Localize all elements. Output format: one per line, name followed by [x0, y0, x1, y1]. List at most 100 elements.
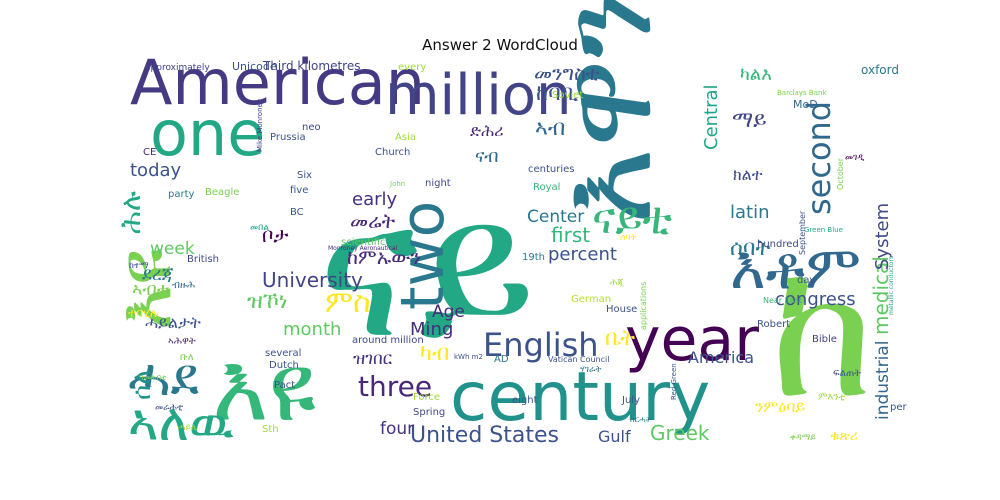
- word: ኣለዉ: [128, 393, 234, 453]
- word: ክልተ: [733, 165, 763, 184]
- word: ዝገበር: [353, 349, 393, 369]
- word: Barclays Bank: [777, 89, 827, 97]
- word: America: [688, 348, 754, 367]
- word: ቡለ: [180, 352, 194, 363]
- word: AD: [494, 354, 509, 365]
- word: Robert: [757, 319, 790, 330]
- word: million: [385, 63, 572, 128]
- word: industrial: [873, 341, 893, 420]
- word: ናይ: [318, 159, 536, 380]
- word: መራሕቲ: [155, 403, 183, 413]
- word: ኣብቲ: [132, 279, 169, 300]
- word: BC: [290, 207, 304, 218]
- word: around million: [352, 335, 424, 346]
- word: ኣሕዋት: [168, 336, 196, 347]
- word: ሰለ: [127, 370, 157, 401]
- word: ሓደ: [128, 348, 199, 408]
- word: Asia: [395, 132, 416, 143]
- word: ናይቲ: [592, 193, 672, 244]
- word: ከምኡውን: [347, 245, 421, 269]
- word: Soviet: [552, 90, 583, 101]
- word: applications: [639, 282, 648, 330]
- word: five: [290, 185, 308, 196]
- word: ኣብቲ: [150, 373, 167, 382]
- word: ምእንቲ: [818, 392, 846, 403]
- word: oxford: [861, 63, 899, 77]
- word: Age: [432, 302, 465, 322]
- word: Near East: [763, 296, 802, 305]
- word: እዩ: [100, 248, 188, 330]
- word: Center: [527, 207, 584, 227]
- word: ቦታ: [262, 223, 288, 247]
- word: እዋን: [529, 0, 681, 225]
- word: 19th: [522, 252, 545, 263]
- word: ድሕሪ: [470, 121, 504, 140]
- word: percent: [548, 244, 617, 265]
- word: House: [606, 304, 637, 315]
- word: Sth: [262, 424, 279, 435]
- word: ሰባት: [730, 236, 771, 261]
- word: መገዲ: [845, 153, 865, 163]
- word: MoD: [793, 98, 818, 111]
- word: Central: [701, 84, 722, 150]
- word: ሃገራት: [580, 365, 602, 375]
- word: first: [551, 223, 590, 247]
- word: German: [571, 294, 611, 305]
- word: English: [483, 326, 599, 364]
- word: ፍልጠት: [833, 368, 861, 379]
- word: Prussia: [270, 132, 306, 143]
- word: Beagle: [205, 187, 239, 198]
- word: ከተማ: [129, 261, 149, 271]
- word: Monroney Aeronautical: [328, 245, 398, 252]
- word: Unicode: [232, 60, 277, 73]
- word: three: [358, 370, 432, 403]
- word: scientific: [341, 237, 385, 248]
- word: medical: [869, 256, 893, 335]
- word: ካብ: [420, 341, 449, 366]
- word: century: [450, 358, 710, 437]
- word: Mike Monroney: [256, 99, 264, 152]
- word: centuries: [528, 164, 575, 175]
- word: several: [265, 348, 301, 359]
- word: ከባቢ: [536, 81, 579, 106]
- word: Third kilometres: [262, 59, 360, 73]
- word: ቤት: [605, 326, 635, 351]
- word: second: [800, 101, 838, 215]
- word: CE: [143, 147, 156, 158]
- word: Spring: [413, 407, 445, 418]
- word: ስርሓት: [630, 415, 652, 424]
- word: July: [621, 395, 640, 406]
- word: ብዙሕ: [172, 280, 195, 291]
- word: መበል: [250, 223, 269, 233]
- word: day: [797, 275, 815, 286]
- word: ማይ: [732, 108, 767, 133]
- word: United States: [410, 423, 559, 448]
- word: four: [380, 419, 414, 439]
- word: ቁጽሪ: [830, 428, 858, 444]
- word: British: [187, 254, 219, 265]
- word: Six: [297, 170, 312, 181]
- word: University: [262, 268, 363, 292]
- word: John: [389, 180, 405, 188]
- word: early: [352, 189, 398, 210]
- word: week: [150, 239, 195, 259]
- word: ቀዳማይ: [790, 433, 816, 443]
- word: Vatican Council: [548, 355, 610, 364]
- word: እዩ: [212, 333, 316, 443]
- word: መንግስቲ: [534, 61, 600, 85]
- word: neo: [302, 122, 321, 133]
- word: Pact: [274, 380, 295, 391]
- word: ሕጂ: [610, 278, 624, 288]
- word: ሕሉ: [114, 191, 147, 234]
- word: latin: [730, 202, 770, 223]
- word: ተባሂሉ: [128, 306, 159, 320]
- word: መሬት: [350, 209, 396, 233]
- word: ንምዕባይ: [755, 397, 805, 416]
- word: ዓመት: [139, 373, 157, 382]
- word: ካልእ: [740, 64, 772, 85]
- word: month: [283, 319, 341, 340]
- word: metallic conductors: [888, 256, 895, 315]
- word: Bible: [812, 334, 837, 345]
- word: ሓይሊ: [178, 423, 198, 433]
